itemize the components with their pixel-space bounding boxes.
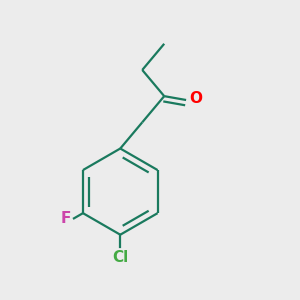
Text: Cl: Cl: [112, 250, 128, 265]
Text: O: O: [190, 91, 203, 106]
Text: F: F: [61, 211, 71, 226]
